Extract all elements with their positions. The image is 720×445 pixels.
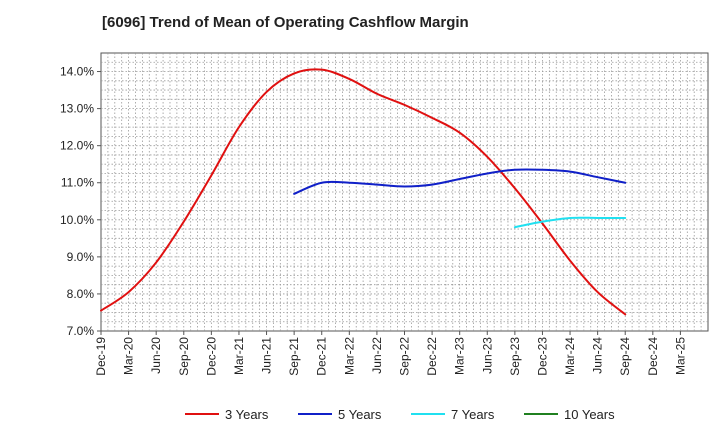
x-tick-label: Jun-23 bbox=[480, 337, 494, 374]
series-line-2 bbox=[293, 168, 627, 195]
series-line-3 bbox=[513, 216, 627, 229]
x-tick-label: Dec-20 bbox=[204, 337, 218, 376]
x-tick-label: Jun-22 bbox=[370, 337, 384, 374]
x-tick-label: Dec-23 bbox=[535, 337, 549, 376]
x-tick-label: Mar-25 bbox=[673, 337, 687, 375]
x-tick-label: Sep-23 bbox=[508, 337, 522, 376]
chart-title: [6096] Trend of Mean of Operating Cashfl… bbox=[102, 14, 469, 31]
legend-label-3: 7 Years bbox=[451, 407, 495, 422]
y-tick-label: 12.0% bbox=[60, 139, 94, 153]
x-tick-label: Sep-21 bbox=[287, 337, 301, 376]
y-tick-label: 8.0% bbox=[67, 287, 95, 301]
x-tick-label: Mar-22 bbox=[342, 337, 356, 375]
y-tick-label: 11.0% bbox=[61, 176, 94, 190]
x-tick-label: Jun-21 bbox=[260, 337, 274, 374]
x-tick-label: Jun-20 bbox=[149, 337, 163, 374]
y-tick-label: 9.0% bbox=[67, 250, 95, 264]
x-tick-label: Dec-22 bbox=[425, 337, 439, 376]
x-tick-label: Mar-24 bbox=[563, 337, 577, 375]
series-line-1 bbox=[100, 68, 627, 316]
x-tick-label: Dec-19 bbox=[94, 337, 108, 376]
x-tick-label: Mar-21 bbox=[232, 337, 246, 375]
legend-label-2: 5 Years bbox=[338, 407, 382, 422]
x-tick-label: Jun-24 bbox=[591, 337, 605, 374]
x-tick-label: Mar-23 bbox=[453, 337, 467, 375]
x-tick-label: Sep-22 bbox=[398, 337, 412, 376]
x-tick-label: Dec-21 bbox=[315, 337, 329, 376]
x-tick-label: Dec-24 bbox=[646, 337, 660, 376]
x-tick-label: Sep-24 bbox=[618, 337, 632, 376]
x-tick-label: Mar-20 bbox=[122, 337, 136, 375]
y-tick-label: 10.0% bbox=[60, 213, 94, 227]
x-tick-label: Sep-20 bbox=[177, 337, 191, 376]
y-tick-label: 14.0% bbox=[60, 65, 94, 79]
y-tick-label: 7.0% bbox=[67, 324, 95, 338]
legend-label-1: 3 Years bbox=[225, 407, 269, 422]
y-tick-label: 13.0% bbox=[60, 102, 94, 116]
legend-label-4: 10 Years bbox=[564, 407, 615, 422]
